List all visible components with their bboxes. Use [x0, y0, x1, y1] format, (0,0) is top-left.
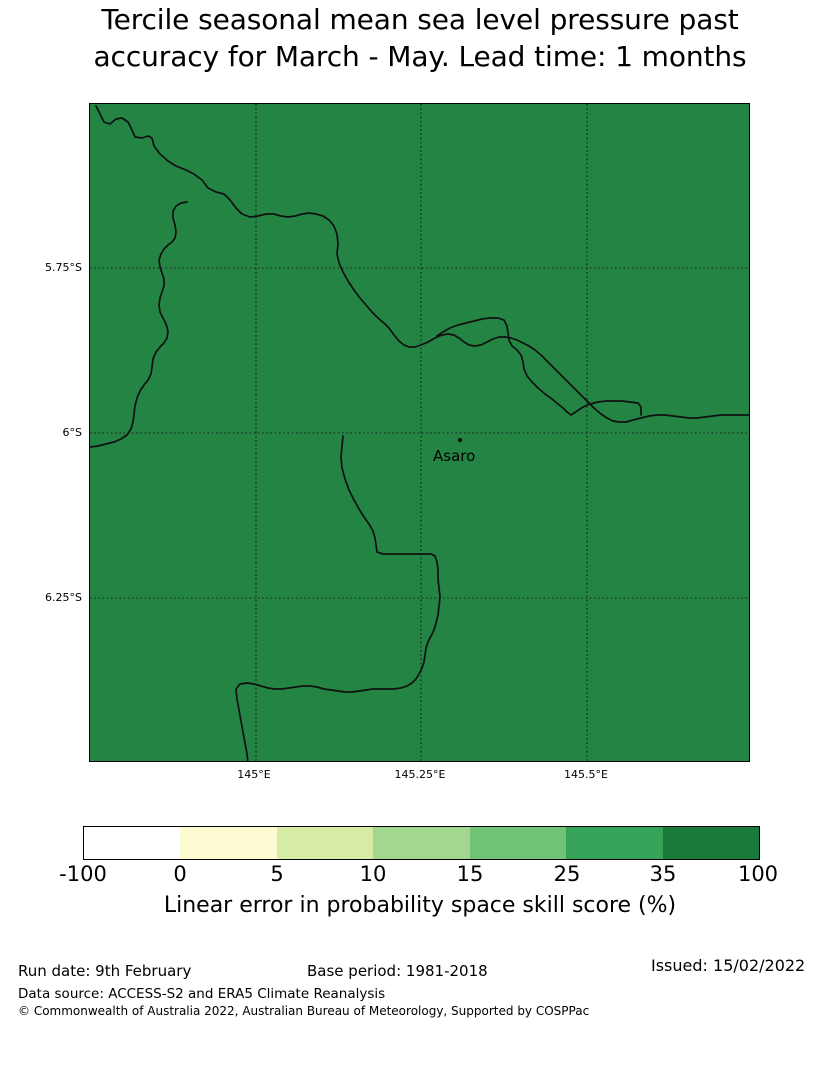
footer-issued-date: Issued: 15/02/2022	[651, 956, 806, 975]
administrative-boundaries	[90, 105, 749, 761]
colorbar-tick-6: 35	[649, 862, 677, 886]
city-marker-asaro[interactable]	[458, 438, 462, 442]
x-tick-label-0: 145°E	[237, 768, 271, 781]
colorbar-segment-6	[662, 827, 759, 859]
y-tick-label-2: 6.25°S	[45, 591, 82, 604]
colorbar-segment-5	[566, 827, 663, 859]
footer-data-source: Data source: ACCESS-S2 and ERA5 Climate …	[18, 986, 386, 1002]
colorbar-segment-3	[373, 827, 470, 859]
colorbar-segment-0	[84, 827, 181, 859]
y-tick-label-0: 5.75°S	[45, 261, 82, 274]
x-tick-label-1: 145.25°E	[394, 768, 446, 781]
footer-base-period: Base period: 1981-2018	[307, 962, 488, 980]
colorbar-tick-7: 100	[737, 862, 779, 886]
footer-run-date: Run date: 9th February	[18, 962, 192, 980]
colorbar-segment-2	[276, 827, 374, 859]
colorbar-segment-1	[180, 827, 277, 859]
city-label-asaro: Asaro	[433, 447, 476, 465]
x-tick-label-2: 145.5°E	[564, 768, 608, 781]
title-line-1: Tercile seasonal mean sea level pressure…	[101, 3, 739, 36]
colorbar-segment-4	[469, 827, 567, 859]
title-line-2: accuracy for March - May. Lead time: 1 m…	[93, 40, 747, 73]
map-plot-area[interactable]: Asaro	[89, 103, 750, 762]
colorbar-tick-0: -100	[59, 862, 107, 886]
colorbar-tick-2: 5	[270, 862, 284, 886]
colorbar-axis-label: Linear error in probability space skill …	[163, 893, 677, 918]
footer-copyright: © Commonwealth of Australia 2022, Austra…	[18, 1004, 590, 1018]
colorbar[interactable]	[83, 826, 760, 860]
colorbar-tick-4: 15	[456, 862, 484, 886]
colorbar-tick-3: 10	[359, 862, 387, 886]
map-gridlines	[90, 104, 749, 761]
colorbar-tick-1: 0	[173, 862, 187, 886]
page-title: Tercile seasonal mean sea level pressure…	[0, 0, 840, 75]
city-layer: Asaro	[90, 104, 749, 761]
y-tick-label-1: 6°S	[62, 426, 82, 439]
colorbar-tick-5: 25	[553, 862, 581, 886]
